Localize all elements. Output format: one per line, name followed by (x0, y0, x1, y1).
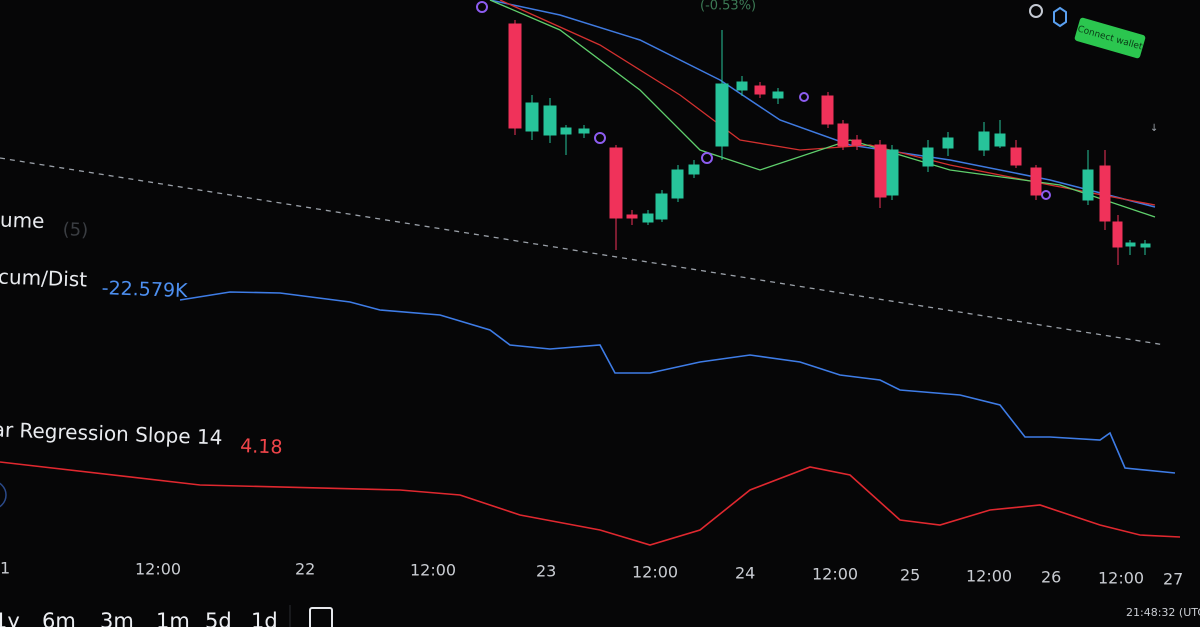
settings-icon[interactable] (1029, 4, 1043, 18)
time-tick: 12:00 (1098, 569, 1144, 588)
ma-line (489, 0, 1156, 218)
range-button[interactable]: 1m (156, 609, 190, 627)
time-tick: 27 (1163, 570, 1183, 589)
indicator-name: cum/Dist (0, 264, 88, 291)
time-tick: 1 (0, 559, 10, 578)
slope-line (0, 461, 1181, 546)
time-axis: 1 12:00 22 12:00 23 12:00 24 12:00 25 12… (0, 559, 1183, 589)
clock: 21:48:32 (UTC (1126, 606, 1200, 619)
time-tick: 12:00 (632, 563, 678, 582)
time-tick: 12:00 (812, 565, 858, 584)
range-button[interactable]: 5d (205, 609, 232, 627)
time-tick: 22 (295, 560, 315, 579)
range-bar: 1y 6m 3m 1m 5d 1d (0, 605, 333, 627)
range-button[interactable]: 1y (0, 609, 20, 627)
trend-line (0, 157, 1166, 346)
time-tick: 12:00 (410, 561, 456, 580)
chain-icon[interactable] (1053, 6, 1067, 28)
button-bg[interactable] (1074, 17, 1146, 59)
calendar-icon[interactable] (309, 607, 333, 627)
indicator-value: -22.579K (101, 277, 188, 302)
ma-line (499, 0, 1156, 206)
indicator-param: (5) (62, 219, 88, 241)
acc-dist-line (179, 291, 1176, 474)
range-button[interactable]: 3m (100, 609, 134, 627)
time-tick: 25 (900, 566, 920, 585)
price-change: (-0.53%) (700, 0, 756, 14)
time-tick: 23 (536, 562, 556, 581)
indicator-name: ume (0, 208, 45, 234)
time-tick: 24 (735, 564, 755, 583)
range-button[interactable]: 6m (42, 609, 76, 627)
time-tick: 12:00 (135, 560, 181, 579)
indicator-value: 4.18 (240, 435, 283, 458)
time-tick: 12:00 (966, 567, 1012, 586)
candles (476, 1, 1151, 265)
cursor-marker: ↓ (1150, 123, 1158, 134)
scroll-handle (0, 482, 7, 508)
time-tick: 26 (1041, 568, 1061, 587)
range-button[interactable]: 1d (251, 609, 278, 627)
ma-line (489, 0, 1156, 208)
